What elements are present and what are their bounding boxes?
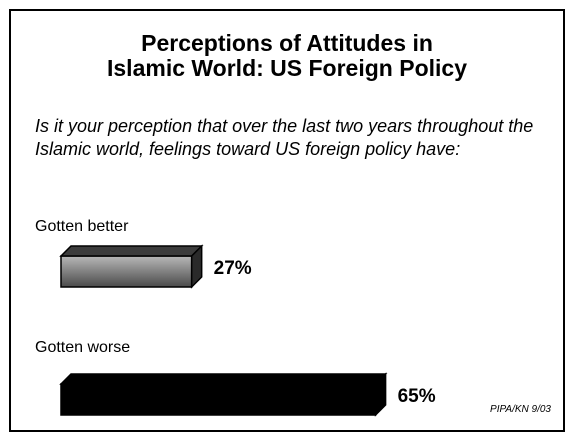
bar-worse-front <box>60 383 377 416</box>
category-label-worse: Gotten worse <box>35 339 131 356</box>
category-label-better: Gotten better <box>35 218 129 235</box>
chart-title-line-2: Islamic World: US Foreign Policy <box>107 55 467 81</box>
bar-better-top <box>59 245 204 257</box>
bar-worse-side <box>374 372 387 417</box>
bar-worse-top <box>59 373 388 385</box>
bar-worse <box>59 372 388 417</box>
bar-better <box>59 244 204 289</box>
bar-better-side <box>190 244 203 289</box>
bar-better-front <box>60 255 193 288</box>
chart-title-line-1: Perceptions of Attitudes in <box>141 30 433 56</box>
source-note: PIPA/KN 9/03 <box>490 404 551 415</box>
value-label-better: 27% <box>213 258 252 279</box>
value-label-worse: 65% <box>397 386 436 407</box>
survey-question: Is it your perception that over the last… <box>35 116 534 159</box>
chart-frame: Perceptions of Attitudes in Islamic Worl… <box>9 9 565 432</box>
bars-canvas <box>59 244 388 417</box>
